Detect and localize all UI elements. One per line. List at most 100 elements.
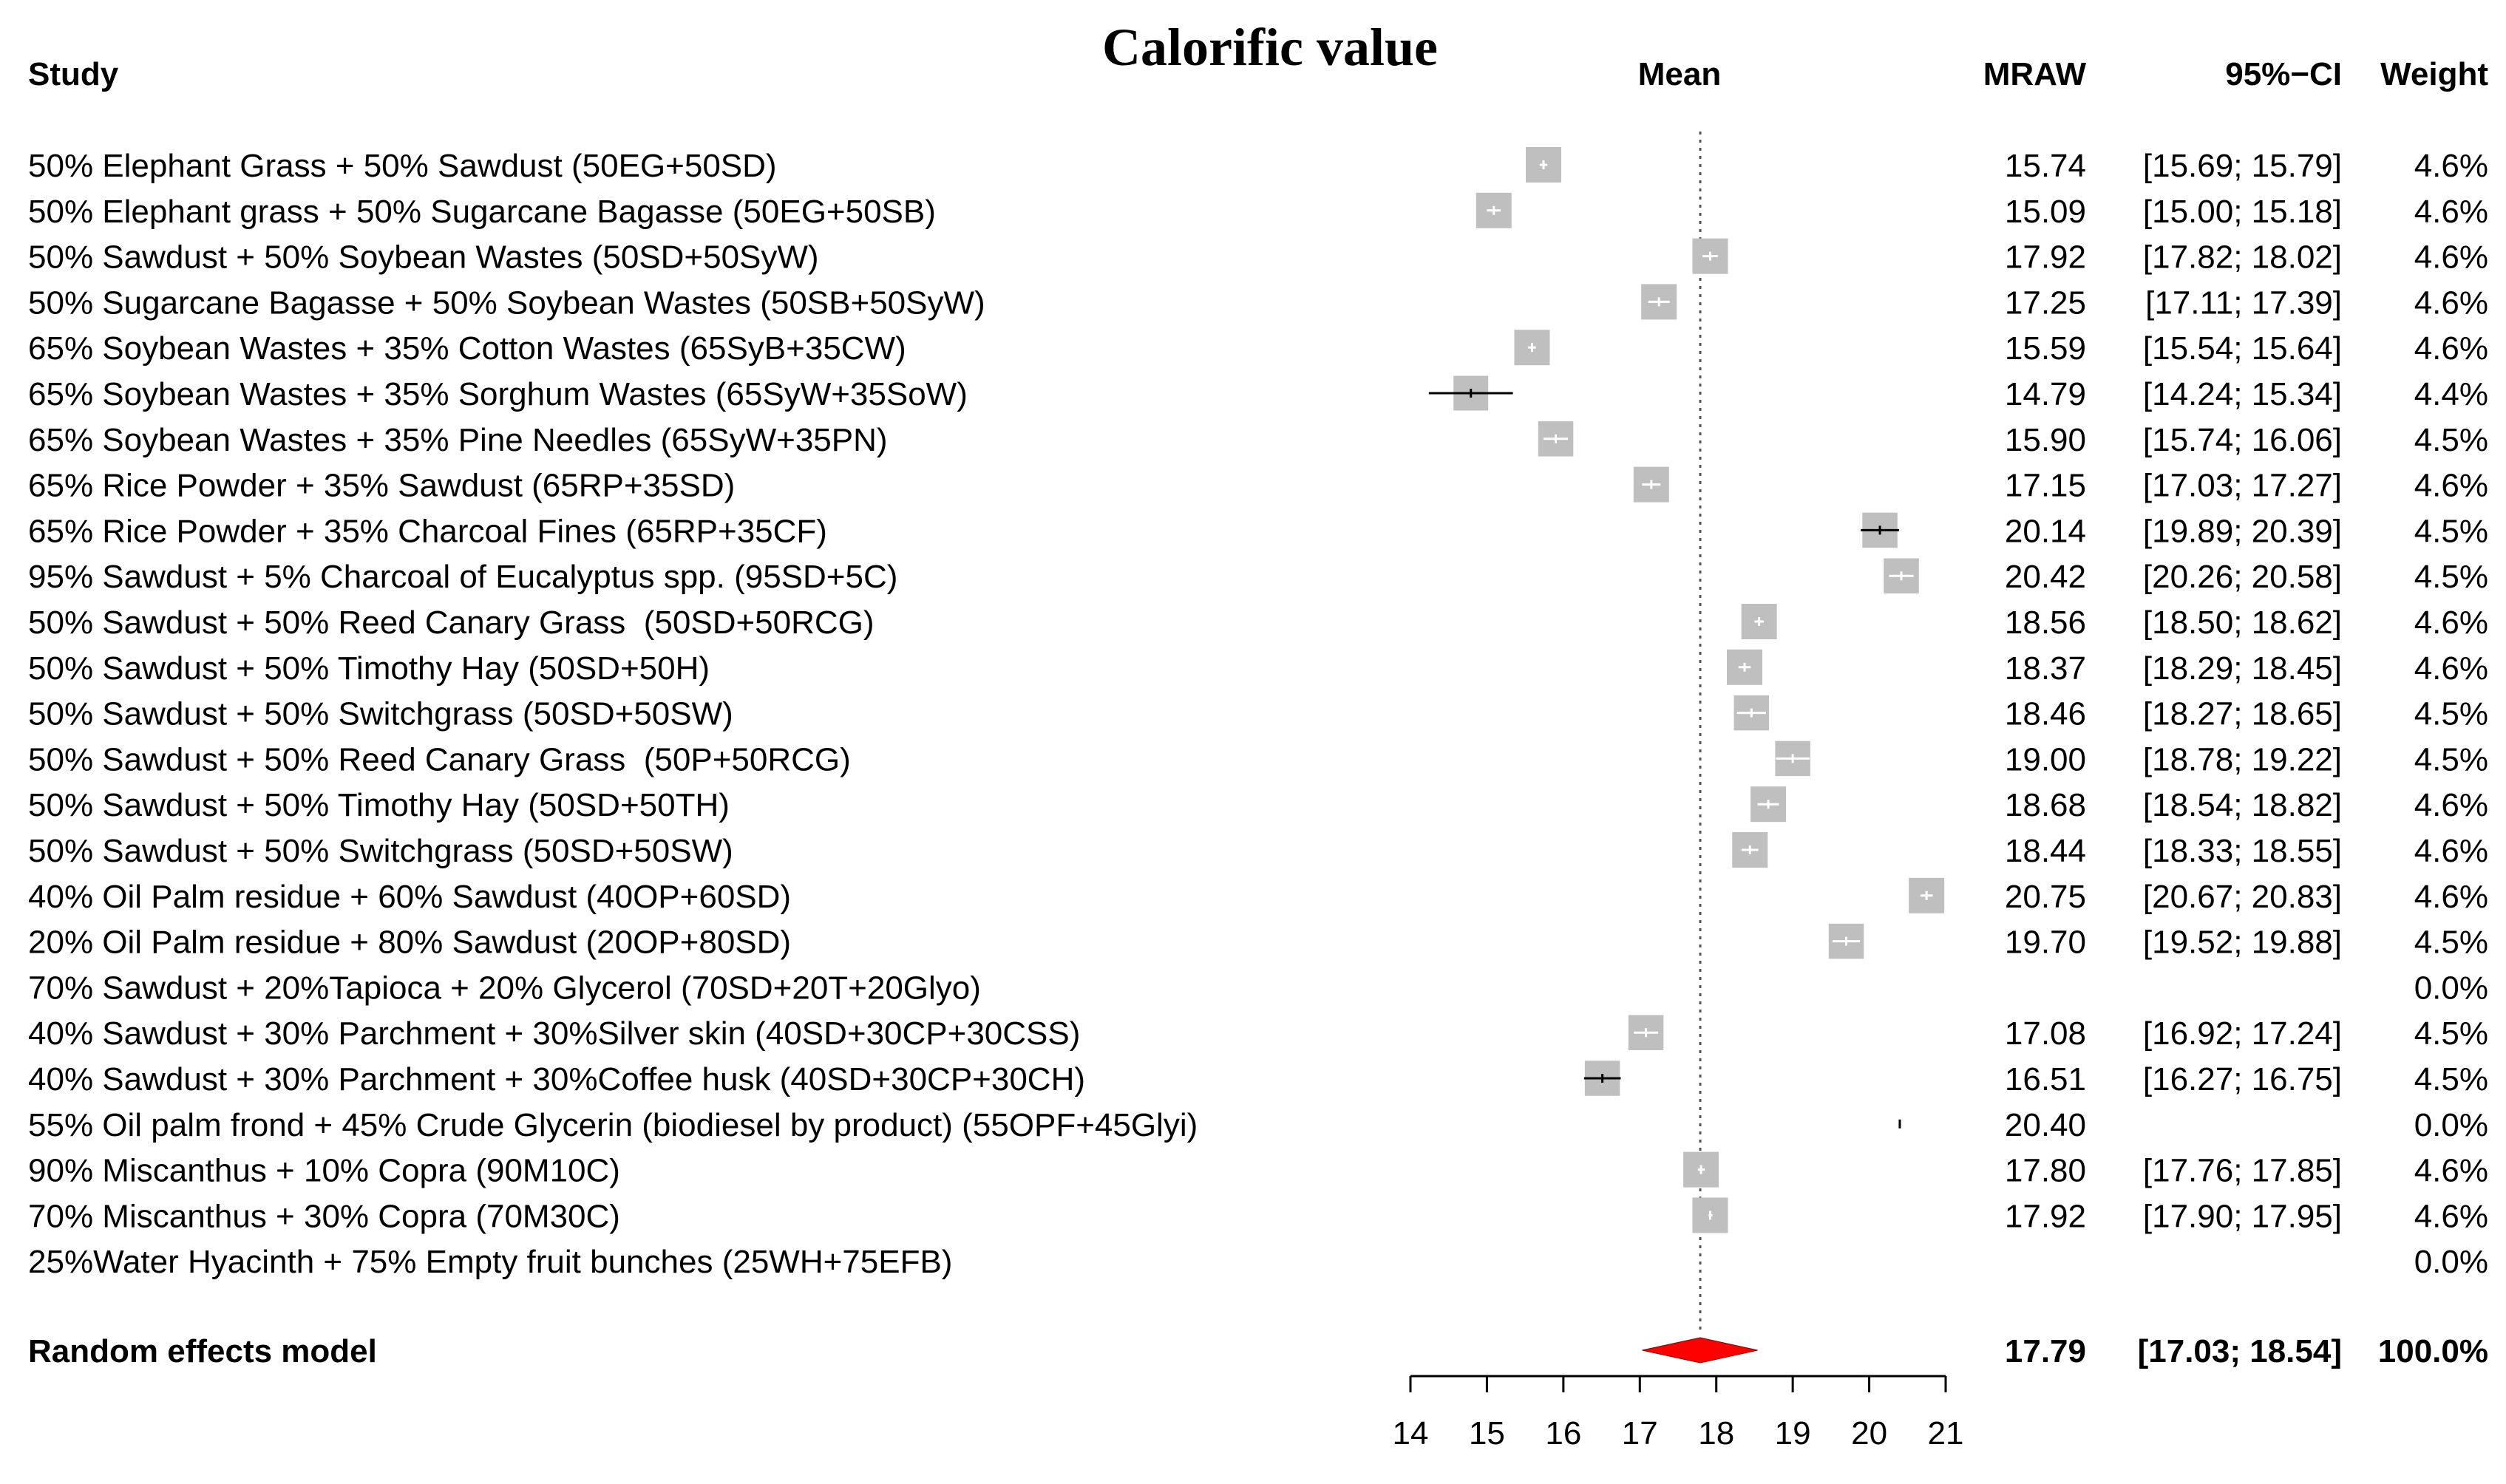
study-row: 40% Oil Palm residue + 60% Sawdust (40OP…: [28, 877, 2488, 915]
study-label: 55% Oil palm frond + 45% Crude Glycerin …: [28, 1107, 1198, 1143]
study-label: 40% Sawdust + 30% Parchment + 30%Coffee …: [28, 1061, 1085, 1097]
ci-value: [19.52; 19.88]: [2143, 925, 2342, 961]
study-row: 40% Sawdust + 30% Parchment + 30%Coffee …: [28, 1061, 2488, 1097]
header-mraw: MRAW: [1983, 56, 2087, 92]
study-row: 70% Miscanthus + 30% Copra (70M30C) 17.92…: [28, 1197, 2488, 1234]
study-row: 65% Rice Powder + 35% Sawdust (65RP+35SD…: [28, 466, 2488, 504]
mraw-value: 17.80: [2005, 1153, 2086, 1189]
mraw-value: 17.08: [2005, 1015, 2086, 1052]
study-row: 95% Sawdust + 5% Charcoal of Eucalyptus …: [28, 558, 2488, 595]
ci-value: [17.82; 18.02]: [2143, 239, 2342, 276]
ci-value: [20.26; 20.58]: [2143, 559, 2342, 595]
study-label: 50% Sawdust + 50% Soybean Wastes (50SD+5…: [28, 239, 819, 276]
weight-value: 4.6%: [2414, 605, 2488, 641]
chart-title: Calorific value: [1102, 18, 1438, 77]
study-row: 25%Water Hyacinth + 75% Empty fruit bunc…: [28, 1244, 2488, 1280]
mraw-value: 18.56: [2005, 605, 2086, 641]
x-tick-label: 14: [1393, 1415, 1429, 1451]
study-label: 40% Sawdust + 30% Parchment + 30%Silver …: [28, 1015, 1080, 1052]
weight-value: 4.6%: [2414, 285, 2488, 321]
pooled-mraw: 17.79: [2005, 1333, 2086, 1369]
study-label: 50% Sawdust + 50% Timothy Hay (50SD+50H): [28, 650, 710, 687]
mraw-value: 20.75: [2005, 879, 2086, 915]
x-axis: 14 15 16 17 18 19 20 21: [1393, 1375, 1963, 1451]
study-row: 70% Sawdust + 20%Tapioca + 20% Glycerol …: [28, 970, 2488, 1006]
header-ci: 95%−CI: [2225, 56, 2342, 92]
ci-value: [15.69; 15.79]: [2143, 148, 2342, 184]
study-rows: 50% Elephant Grass + 50% Sawdust (50EG+5…: [28, 147, 2488, 1369]
mraw-value: 17.25: [2005, 285, 2086, 321]
mraw-value: 19.00: [2005, 741, 2086, 777]
study-row: 65% Rice Powder + 35% Charcoal Fines (65…: [28, 512, 2488, 549]
ci-value: [15.54; 15.64]: [2143, 330, 2342, 367]
mraw-value: 14.79: [2005, 376, 2086, 412]
weight-value: 4.5%: [2414, 696, 2488, 732]
study-label: 65% Soybean Wastes + 35% Sorghum Wastes …: [28, 376, 968, 412]
weight-value: 4.5%: [2414, 1015, 2488, 1052]
mraw-value: 17.92: [2005, 1198, 2086, 1234]
study-label: 40% Oil Palm residue + 60% Sawdust (40OP…: [28, 879, 791, 915]
weight-value: 4.5%: [2414, 925, 2488, 961]
study-label: 70% Sawdust + 20%Tapioca + 20% Glycerol …: [28, 970, 981, 1006]
header-mean: Mean: [1638, 56, 1721, 92]
ci-value: [18.29; 18.45]: [2143, 650, 2342, 687]
study-row: 65% Soybean Wastes + 35% Pine Needles (6…: [28, 421, 2488, 458]
study-row: 50% Sawdust + 50% Soybean Wastes (50SD+5…: [28, 238, 2488, 276]
weight-value: 4.6%: [2414, 833, 2488, 869]
study-row: 40% Sawdust + 30% Parchment + 30%Silver …: [28, 1015, 2488, 1052]
pooled-row: Random effects model 17.79 [17.03; 18.54] 1…: [28, 1333, 2488, 1369]
weight-value: 4.6%: [2414, 787, 2488, 823]
mraw-value: 19.70: [2005, 925, 2086, 961]
study-row: 65% Soybean Wastes + 35% Sorghum Wastes …: [28, 375, 2488, 412]
ci-value: [20.67; 20.83]: [2143, 879, 2342, 915]
study-label: 50% Sawdust + 50% Timothy Hay (50SD+50TH…: [28, 787, 730, 823]
study-label: 50% Sugarcane Bagasse + 50% Soybean Wast…: [28, 285, 985, 321]
weight-value: 4.6%: [2414, 468, 2488, 504]
study-row: 50% Sawdust + 50% Timothy Hay (50SD+50TH…: [28, 786, 2488, 823]
study-label: 70% Miscanthus + 30% Copra (70M30C): [28, 1198, 620, 1234]
weight-value: 0.0%: [2414, 1244, 2488, 1280]
weight-value: 4.6%: [2414, 1153, 2488, 1189]
x-tick-label: 20: [1851, 1415, 1887, 1451]
ci-value: [18.78; 19.22]: [2143, 741, 2342, 777]
weight-value: 4.5%: [2414, 1061, 2488, 1097]
mraw-value: 15.59: [2005, 330, 2086, 367]
pooled-diamond: [1642, 1337, 1758, 1364]
ci-value: [16.27; 16.75]: [2143, 1061, 2342, 1097]
study-row: 50% Sawdust + 50% Reed Canary Grass (50S…: [28, 604, 2488, 641]
weight-value: 4.6%: [2414, 330, 2488, 367]
mraw-value: 17.92: [2005, 239, 2086, 276]
x-tick-label: 17: [1622, 1415, 1658, 1451]
weight-value: 4.6%: [2414, 650, 2488, 687]
study-row: 65% Soybean Wastes + 35% Cotton Wastes (…: [28, 330, 2488, 367]
mraw-value: 18.46: [2005, 696, 2086, 732]
pooled-ci: [17.03; 18.54]: [2138, 1333, 2342, 1369]
ci-value: [14.24; 15.34]: [2143, 376, 2342, 412]
weight-value: 4.5%: [2414, 559, 2488, 595]
pooled-label: Random effects model: [28, 1333, 377, 1369]
study-row: 50% Sugarcane Bagasse + 50% Soybean Wast…: [28, 284, 2488, 321]
study-label: 20% Oil Palm residue + 80% Sawdust (20OP…: [28, 925, 791, 961]
study-row: 50% Sawdust + 50% Switchgrass (50SD+50SW…: [28, 695, 2488, 732]
ci-value: [19.89; 20.39]: [2143, 513, 2342, 549]
weight-value: 4.6%: [2414, 194, 2488, 230]
mraw-value: 15.09: [2005, 194, 2086, 230]
study-label: 50% Sawdust + 50% Switchgrass (50SD+50SW…: [28, 833, 733, 869]
pooled-weight: 100.0%: [2378, 1333, 2488, 1369]
mraw-value: 18.37: [2005, 650, 2086, 687]
x-tick-label: 15: [1469, 1415, 1505, 1451]
study-row: 20% Oil Palm residue + 80% Sawdust (20OP…: [28, 923, 2488, 961]
x-tick-label: 19: [1775, 1415, 1811, 1451]
ci-value: [17.03; 17.27]: [2143, 468, 2342, 504]
study-row: 50% Elephant Grass + 50% Sawdust (50EG+5…: [28, 147, 2488, 184]
weight-value: 4.6%: [2414, 879, 2488, 915]
x-tick-label: 16: [1545, 1415, 1581, 1451]
study-label: 65% Rice Powder + 35% Charcoal Fines (65…: [28, 513, 827, 549]
weight-value: 4.6%: [2414, 239, 2488, 276]
ci-value: [18.50; 18.62]: [2143, 605, 2342, 641]
header-study: Study: [28, 56, 119, 92]
weight-value: 0.0%: [2414, 1107, 2488, 1143]
study-row: 55% Oil palm frond + 45% Crude Glycerin …: [28, 1107, 2488, 1143]
mraw-value: 18.44: [2005, 833, 2086, 869]
